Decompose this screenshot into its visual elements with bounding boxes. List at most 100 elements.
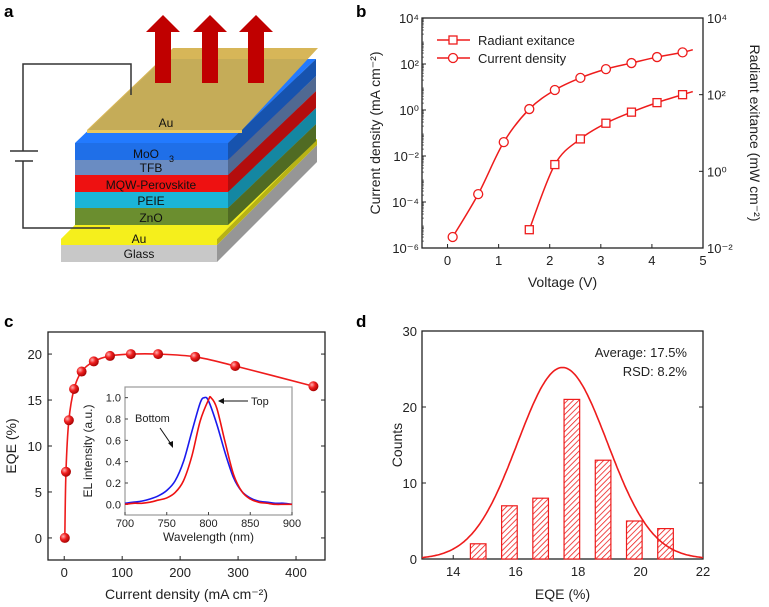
jv-chart: 0 1 2 3 4 5 10⁻⁶ 10⁻⁴ 10⁻² 10⁰ 10² 10⁴ 10⁻² 10⁰ 10² 10⁴… xyxy=(367,11,763,290)
glass-layer-front xyxy=(61,245,217,262)
panel-label-a: a xyxy=(4,2,14,21)
data-point xyxy=(125,349,136,360)
y-tick-label: 10 xyxy=(403,476,417,491)
x-tick-label: 3 xyxy=(597,253,604,268)
layer-label: Glass xyxy=(124,247,155,261)
data-point xyxy=(473,188,484,200)
histogram-bar xyxy=(501,505,518,560)
data-point xyxy=(524,103,535,115)
y-axis-label: EQE (%) xyxy=(3,418,19,473)
plot-frame-d xyxy=(421,330,704,560)
data-point xyxy=(626,57,637,69)
data-point xyxy=(550,159,560,170)
inset-x-tick-label: 900 xyxy=(283,518,301,530)
y-tick-label: 20 xyxy=(28,347,42,362)
inset-x-tick-label: 850 xyxy=(241,518,259,530)
inset-frame xyxy=(124,386,293,516)
inset-y-tick-label: 0.2 xyxy=(106,478,121,490)
data-point xyxy=(677,47,688,58)
layer-tfb-front xyxy=(75,160,228,175)
x-tick-label: 20 xyxy=(633,564,647,579)
circuit-wire xyxy=(22,63,132,151)
y-tick-label: 10 xyxy=(28,439,42,454)
layer-label: TFB xyxy=(140,161,163,175)
y-tick-label: 0 xyxy=(35,531,42,546)
layer-label: MQW-Perovskite xyxy=(106,178,197,192)
average-annotation: Average: 17.5% xyxy=(595,345,688,360)
glass-layer-side xyxy=(217,145,317,262)
histogram-bar xyxy=(532,497,550,560)
inset-x-tick-label: 800 xyxy=(199,518,217,530)
data-point xyxy=(230,361,241,372)
data-point xyxy=(190,351,201,362)
inset-y-tick-label: 0.4 xyxy=(106,457,121,469)
layer-zno-front xyxy=(75,208,228,225)
x-tick-label: 100 xyxy=(111,565,133,580)
y-tick-label: 15 xyxy=(28,393,42,408)
histogram-bar xyxy=(657,527,674,560)
y-axis-label: Current density (mA cm⁻²) xyxy=(367,52,383,215)
data-point xyxy=(626,107,637,117)
x-tick-label: 4 xyxy=(648,253,655,268)
inset-x-tick-label: 700 xyxy=(116,518,134,530)
legend-marker xyxy=(448,35,458,45)
data-point xyxy=(651,51,663,63)
data-point xyxy=(498,137,509,148)
x-tick-label: 14 xyxy=(446,564,460,579)
layer-peie-side xyxy=(228,108,316,208)
y-tick-label: 0 xyxy=(410,552,417,567)
histogram-bar xyxy=(469,543,487,560)
y-axis-label: Counts xyxy=(389,423,405,467)
layer-moo-side xyxy=(228,59,316,160)
layer-moo-front xyxy=(75,143,228,160)
layer-tfb-side xyxy=(228,76,316,175)
y-tick-label: 10⁴ xyxy=(399,11,419,26)
x-tick-label: 300 xyxy=(227,565,249,580)
data-point xyxy=(549,84,560,96)
arrow-head-icon xyxy=(168,441,173,448)
data-point xyxy=(88,356,99,367)
spectrum-top xyxy=(124,395,292,506)
eqe-histogram: 14 16 18 20 22 0 10 20 30 EQE (%) Counts Average: 1… xyxy=(389,324,710,602)
y-tick-label: 5 xyxy=(35,485,42,500)
layer-label: MoO xyxy=(133,147,159,161)
layer-label: Au xyxy=(132,232,147,246)
data-point xyxy=(60,466,71,477)
data-point xyxy=(69,384,80,394)
data-point xyxy=(76,366,87,377)
top-au-edge xyxy=(87,130,242,133)
emission-arrow-icon xyxy=(239,15,273,83)
x-tick-label: 0 xyxy=(444,253,451,268)
annotation-top: Top xyxy=(251,396,269,408)
y-tick-label: 10⁻⁶ xyxy=(392,241,419,256)
y-tick-label: 30 xyxy=(403,324,417,339)
bottom-au-layer-side xyxy=(217,139,317,245)
layer-zno-side xyxy=(228,124,316,225)
y-tick-label: 10⁰ xyxy=(399,103,419,118)
series-line-current-density xyxy=(452,49,693,238)
emission-arrow-icon xyxy=(193,15,227,83)
data-point xyxy=(601,118,611,128)
y-tick-label: 10⁻⁴ xyxy=(392,195,419,210)
x-tick-label: 18 xyxy=(571,564,585,579)
data-point xyxy=(105,350,116,361)
inset-x-tick-label: 750 xyxy=(158,518,176,530)
layer-label: ZnO xyxy=(139,211,162,225)
panel-label-d: d xyxy=(356,312,366,331)
legend-label: Radiant exitance xyxy=(478,33,575,48)
x-tick-label: 2 xyxy=(546,253,553,268)
gaussian-fit-line xyxy=(421,366,704,559)
data-point xyxy=(575,72,586,83)
inset-y-tick-label: 0.8 xyxy=(106,414,121,426)
x-tick-label: 22 xyxy=(696,564,710,579)
histogram-bar xyxy=(594,459,612,560)
emission-arrow-icon xyxy=(146,15,180,83)
layer-label: Au xyxy=(159,116,174,130)
layer-mqw-perovskite-side xyxy=(228,91,316,192)
layer-label: PEIE xyxy=(137,194,164,208)
x-axis-label: Current density (mA cm⁻²) xyxy=(105,586,268,602)
eqe-chart: 0 100 200 300 400 0 5 10 15 20 Current density (mA… xyxy=(3,331,326,602)
x-tick-label: 400 xyxy=(285,565,307,580)
